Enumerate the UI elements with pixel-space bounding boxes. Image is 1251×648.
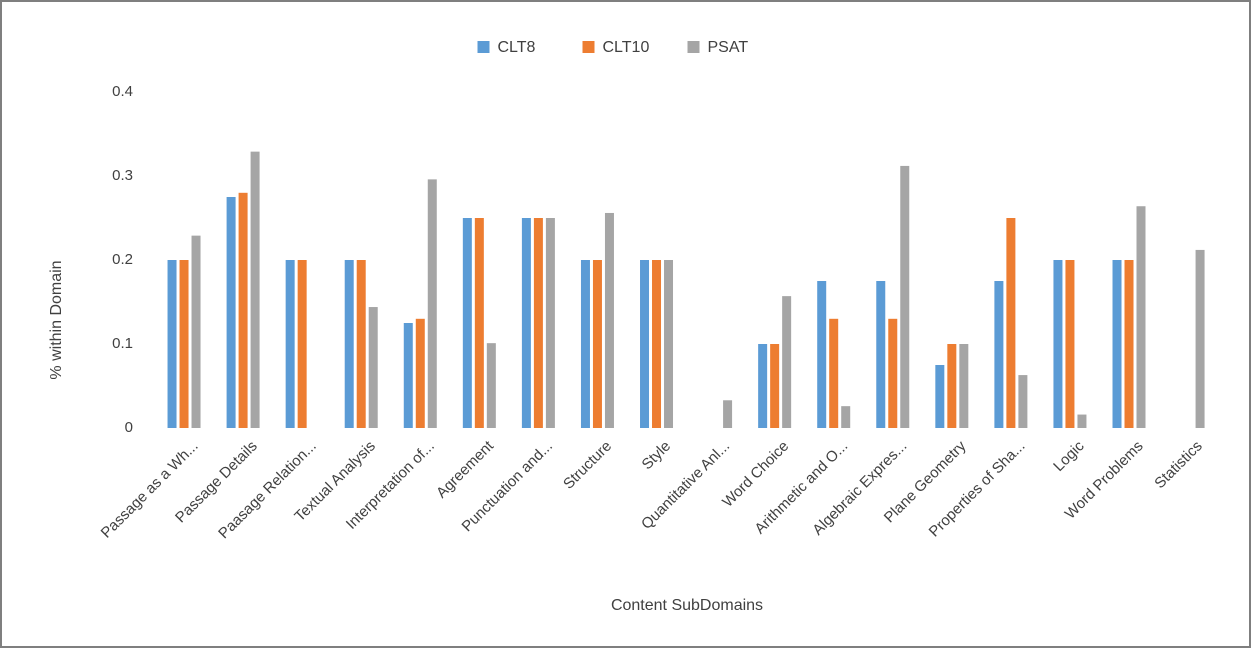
y-tick-label: 0.2	[112, 251, 133, 268]
bar	[368, 307, 378, 428]
bar	[250, 151, 260, 428]
bar	[723, 400, 733, 428]
bar	[415, 318, 425, 428]
x-axis-label: Content SubDomains	[611, 597, 763, 614]
bar	[1112, 260, 1122, 428]
bar	[592, 260, 602, 428]
bar	[1195, 249, 1205, 428]
legend-label: PSAT	[708, 39, 749, 56]
bar	[1065, 260, 1075, 428]
bar	[770, 344, 780, 428]
bar	[179, 260, 189, 428]
y-tick-label: 0	[125, 419, 133, 436]
bar	[1006, 218, 1016, 428]
bar	[521, 218, 531, 428]
bar	[1077, 414, 1087, 428]
bar	[297, 260, 307, 428]
bar	[226, 197, 236, 428]
bar	[604, 212, 614, 428]
y-tick-label: 0.3	[112, 167, 133, 184]
bar	[462, 218, 472, 428]
bar	[782, 296, 792, 428]
bar	[474, 218, 484, 428]
legend-swatch	[687, 41, 700, 53]
bar	[191, 235, 201, 428]
bar	[1124, 260, 1134, 428]
bar	[935, 365, 945, 428]
bar	[486, 343, 496, 428]
bar	[994, 281, 1004, 428]
y-axis-label: % within Domain	[48, 260, 65, 379]
bar	[664, 260, 674, 428]
legend-swatch	[477, 41, 490, 53]
bar	[427, 179, 437, 428]
bar	[959, 344, 969, 428]
bar	[640, 260, 650, 428]
bar	[344, 260, 354, 428]
bar	[758, 344, 768, 428]
y-tick-label: 0.1	[112, 335, 133, 352]
bar	[1018, 375, 1028, 428]
bar	[888, 318, 898, 428]
bar	[545, 218, 555, 428]
legend-label: CLT8	[498, 39, 536, 56]
bar	[356, 260, 366, 428]
legend-swatch	[582, 41, 595, 53]
bar	[1136, 206, 1146, 428]
bar	[238, 192, 248, 428]
bar	[652, 260, 662, 428]
bar	[947, 344, 957, 428]
bar	[533, 218, 543, 428]
bar	[829, 318, 839, 428]
bar	[580, 260, 590, 428]
bar	[900, 165, 910, 429]
bar	[876, 281, 886, 428]
bar	[403, 323, 413, 428]
bar	[817, 281, 827, 428]
y-tick-label: 0.4	[112, 83, 133, 100]
bar	[285, 260, 295, 428]
bar	[841, 406, 851, 428]
bar	[167, 260, 177, 428]
legend-label: CLT10	[603, 39, 650, 56]
bar	[1053, 260, 1063, 428]
